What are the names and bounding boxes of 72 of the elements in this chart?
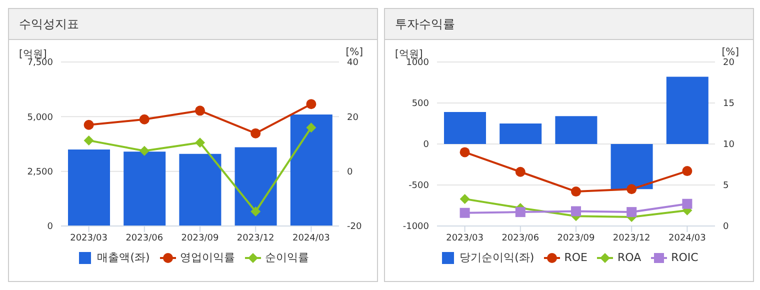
y2-tick-label: 5	[723, 181, 729, 192]
point	[84, 135, 94, 146]
y-axis-title: [억원]	[395, 48, 423, 60]
legend-label: 당기순이익(좌)	[460, 250, 534, 265]
bar	[444, 112, 486, 144]
chart-title: 수익성지표	[9, 9, 377, 40]
point	[460, 194, 470, 204]
chart-title: 투자수익률	[385, 9, 753, 40]
legend-label: ROA	[617, 251, 642, 264]
y2-axis-title: [%]	[722, 47, 739, 58]
y-tick-label: 5,000	[27, 112, 54, 123]
bar	[610, 144, 653, 190]
x-tick-label: 2023/06	[502, 233, 540, 244]
point	[571, 206, 581, 216]
point	[626, 207, 637, 218]
point	[460, 208, 470, 218]
legend-label: ROIC	[671, 251, 698, 264]
y2-axis-title: [%]	[346, 47, 363, 58]
point	[195, 106, 205, 116]
point	[195, 138, 205, 148]
y-tick-label: 1000	[406, 58, 430, 68]
bar	[124, 152, 166, 226]
y-tick-label: 0	[423, 140, 430, 150]
legend-label: ROE	[564, 251, 588, 264]
point	[139, 114, 150, 124]
point	[460, 147, 470, 158]
x-tick-label: 2023/09	[557, 233, 595, 244]
y-axis-title: [억원]	[19, 48, 47, 60]
y2-tick-label: 20	[347, 112, 359, 123]
legend-label: 매출액(좌)	[97, 250, 150, 265]
legend-label: 순이익률	[264, 250, 309, 265]
point	[84, 120, 94, 130]
point	[571, 186, 581, 197]
x-tick-label: 2024/03	[292, 233, 330, 244]
x-tick-label: 2023/12	[236, 233, 274, 244]
legend-label: 영업이익률	[180, 250, 235, 265]
bar	[179, 154, 222, 226]
point	[306, 99, 316, 110]
bar	[555, 116, 598, 144]
bar	[290, 114, 332, 226]
point	[306, 122, 316, 133]
point	[626, 184, 637, 194]
bar	[234, 147, 277, 226]
y2-tick-label: 0	[347, 168, 353, 178]
x-tick-label: 2023/03	[70, 233, 108, 244]
y2-tick-label: -20	[347, 222, 362, 232]
bar	[500, 124, 542, 144]
point	[139, 146, 150, 156]
x-tick-label: 2023/09	[181, 233, 219, 244]
y-tick-label: 500	[412, 99, 430, 110]
x-tick-label: 2023/12	[612, 233, 650, 244]
x-tick-label: 2023/06	[126, 233, 164, 244]
y2-tick-label: 0	[723, 222, 729, 232]
point	[515, 166, 526, 177]
y-tick-label: 0	[47, 222, 54, 232]
y-tick-label: -1000	[402, 222, 430, 232]
x-tick-label: 2024/03	[668, 233, 706, 244]
point	[515, 207, 526, 218]
y2-tick-label: 40	[347, 58, 359, 68]
bar	[666, 76, 708, 144]
y-tick-label: 2,500	[27, 168, 54, 178]
x-tick-label: 2023/03	[446, 233, 484, 244]
y2-tick-label: 15	[723, 99, 734, 110]
point	[250, 206, 261, 217]
y-tick-label: -500	[408, 181, 430, 192]
point	[682, 198, 692, 209]
point	[250, 128, 261, 138]
point	[682, 166, 692, 176]
y2-tick-label: 20	[723, 58, 735, 68]
y-tick-label: 7,500	[27, 58, 54, 68]
y2-tick-label: 10	[723, 140, 735, 150]
bar	[68, 149, 110, 226]
